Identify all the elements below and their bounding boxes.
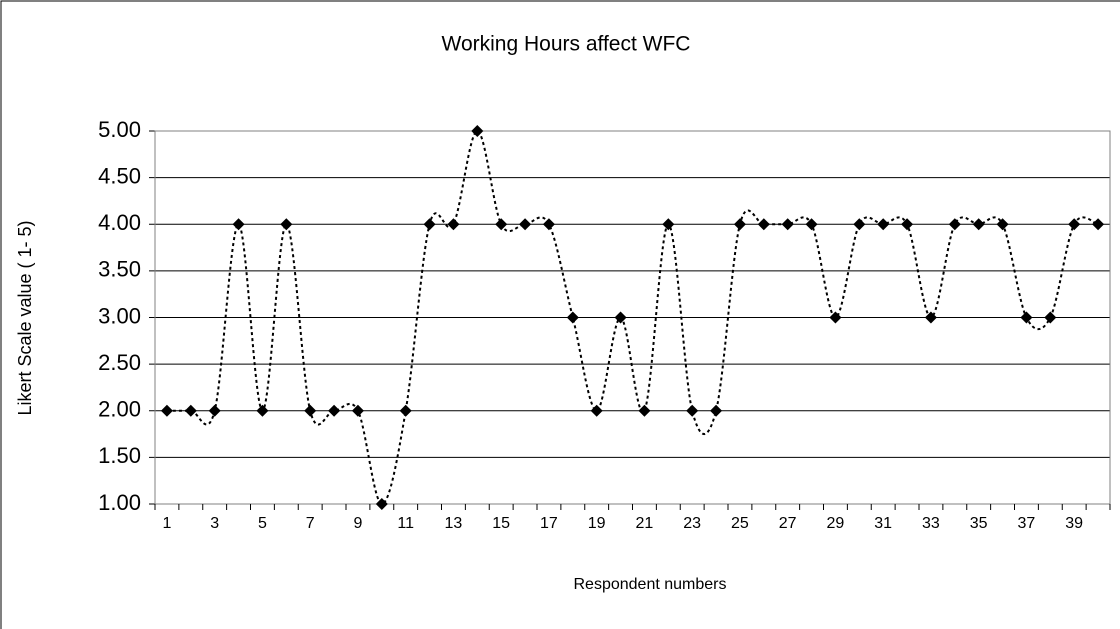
- data-point: [519, 218, 532, 231]
- y-tick-label: 4.50: [98, 163, 141, 188]
- y-tick-label: 1.50: [98, 443, 141, 468]
- data-point: [686, 404, 699, 417]
- data-point: [495, 218, 508, 231]
- data-point: [328, 404, 341, 417]
- x-tick-label: 29: [827, 515, 845, 532]
- data-point: [1020, 311, 1033, 324]
- x-tick-label: 1: [162, 515, 171, 532]
- data-point: [542, 218, 555, 231]
- data-point: [710, 404, 723, 417]
- data-point: [375, 498, 388, 510]
- x-tick-label: 37: [1018, 515, 1036, 532]
- data-point: [996, 218, 1009, 231]
- y-tick-label: 5.00: [98, 117, 141, 142]
- y-tick-label: 2.50: [98, 350, 141, 375]
- x-tick-label: 33: [922, 515, 940, 532]
- chart-title: Working Hours affect WFC: [442, 33, 691, 56]
- data-point: [160, 404, 173, 417]
- data-point: [351, 404, 364, 417]
- data-point: [877, 218, 890, 231]
- x-tick-label: 25: [731, 515, 749, 532]
- x-tick-label: 3: [210, 515, 219, 532]
- data-point: [256, 404, 269, 417]
- x-tick-label: 9: [353, 515, 362, 532]
- data-line: [166, 129, 1099, 506]
- x-tick-label: 7: [306, 515, 315, 532]
- data-point: [304, 404, 317, 417]
- data-point: [590, 404, 603, 417]
- x-tick-label: 31: [874, 515, 892, 532]
- x-axis-title: Respondent numbers: [574, 576, 727, 593]
- data-point: [399, 404, 412, 417]
- x-tick-label: 39: [1065, 515, 1083, 532]
- data-point: [948, 218, 961, 231]
- data-point: [280, 218, 293, 231]
- data-point: [614, 311, 627, 324]
- x-tick-label: 35: [970, 515, 988, 532]
- data-point: [924, 311, 937, 324]
- y-tick-label: 3.50: [98, 257, 141, 282]
- data-point: [638, 404, 651, 417]
- data-point: [1068, 218, 1081, 231]
- data-point: [972, 218, 985, 231]
- data-point: [447, 218, 460, 231]
- data-point: [1044, 311, 1057, 324]
- data-point: [208, 404, 221, 417]
- x-tick-label: 19: [588, 515, 606, 532]
- data-point: [232, 218, 245, 231]
- data-point: [757, 218, 770, 231]
- data-point: [781, 218, 794, 231]
- y-tick-label: 3.00: [98, 303, 141, 328]
- data-point: [423, 218, 436, 231]
- y-tick-label: 2.00: [98, 397, 141, 422]
- data-point: [733, 218, 746, 231]
- data-point: [566, 311, 579, 324]
- data-point: [471, 125, 484, 137]
- y-tick-label: 1.00: [98, 490, 141, 515]
- y-axis-title: Likert Scale value ( 1- 5): [15, 220, 35, 415]
- data-point: [184, 404, 197, 417]
- data-point: [901, 218, 914, 231]
- data-point: [829, 311, 842, 324]
- data-point: [662, 218, 675, 231]
- data-point: [1092, 218, 1105, 231]
- x-tick-label: 5: [258, 515, 267, 532]
- x-tick-label: 11: [397, 515, 414, 532]
- x-tick-label: 15: [492, 515, 510, 532]
- x-tick-label: 27: [779, 515, 797, 532]
- data-point: [805, 218, 818, 231]
- x-tick-label: 23: [683, 515, 701, 532]
- data-point: [853, 218, 866, 231]
- x-tick-label: 17: [540, 515, 558, 532]
- x-tick-label: 21: [636, 515, 654, 532]
- y-tick-label: 4.00: [98, 210, 141, 235]
- x-tick-label: 13: [445, 515, 463, 532]
